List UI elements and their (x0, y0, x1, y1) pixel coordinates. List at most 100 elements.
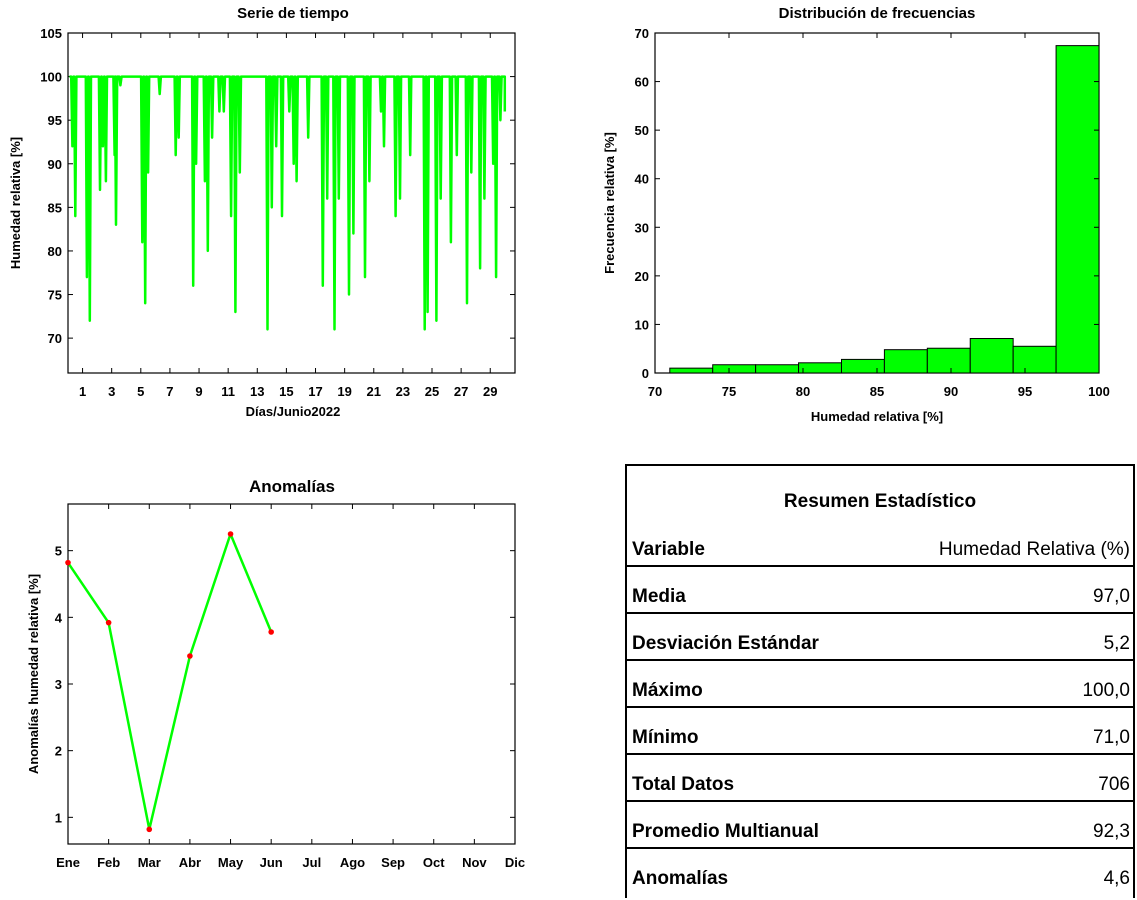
time-series-chart: Serie de tiempo 1 3 5 7 9 11 13 15 17 19 21 23 25 27 2… (8, 5, 516, 419)
time-series-x-tick-label: 15 (279, 384, 293, 399)
anomalies-x-tick-label: Ene (56, 855, 80, 870)
anomaly-point (105, 619, 112, 626)
histogram-bar (798, 362, 842, 374)
histogram-bars (669, 45, 1100, 374)
anomaly-point (65, 559, 71, 566)
anomalies-x-tick-label: Mar (138, 855, 161, 870)
histogram-x-tick-label: 75 (722, 384, 736, 399)
row-label: Mínimo (632, 727, 699, 748)
table-row: Máximo 100,0 (627, 659, 1133, 708)
histogram-bar (1055, 45, 1100, 374)
anomalies-x-tick-label: Nov (462, 855, 487, 870)
anomalies-y-label: Anomalías humedad relativa [%] (26, 574, 41, 774)
anomaly-point (187, 653, 193, 659)
time-series-x-tick-label: 27 (454, 384, 468, 399)
time-series-x-tick-label: 19 (337, 384, 351, 399)
table-row: Media 97,0 (627, 565, 1133, 614)
row-label: Total Datos (632, 774, 735, 795)
row-label: Promedio Multianual (632, 821, 819, 842)
anomalies-x-tick-label: Abr (179, 855, 201, 870)
histogram-bar (669, 367, 714, 374)
anomalies-markers (65, 531, 274, 833)
summary-statistics-table: Resumen Estadístico Variable Humedad Rel… (625, 464, 1135, 898)
histogram-chart: Distribución de frecuencias 70 75 80 85 90 95… (602, 5, 1110, 424)
time-series-line (69, 75, 507, 331)
time-series-x-tick-label: 13 (250, 384, 264, 399)
histogram-y-tick-label: 0 (642, 366, 649, 381)
time-series-y-tick-label: 105 (40, 26, 62, 41)
anomalies-plot-frame (67, 503, 516, 845)
histogram-plot-frame (654, 32, 1100, 374)
anomaly-point (268, 629, 274, 635)
anomalies-x-tick-label: Ago (340, 855, 365, 870)
time-series-x-tick-label: 25 (425, 384, 439, 399)
row-label: Variable (632, 539, 705, 560)
histogram-bar (926, 347, 971, 374)
anomaly-point (146, 826, 153, 833)
time-series-y-tick-label: 95 (48, 113, 62, 128)
time-series-y-tick-label: 100 (40, 70, 62, 85)
time-series-title: Serie de tiempo (237, 5, 349, 22)
row-value: 71,0 (1093, 727, 1130, 748)
time-series-ticks: 1 3 5 7 9 11 13 15 17 19 21 23 25 27 29707580859095100… (40, 26, 515, 399)
histogram-y-tick-label: 50 (635, 123, 649, 138)
histogram-x-tick-label: 70 (648, 384, 662, 399)
time-series-y-tick-label: 70 (48, 331, 62, 346)
histogram-y-tick-label: 70 (635, 26, 649, 41)
time-series-x-tick-label: 29 (483, 384, 497, 399)
anomalies-title: Anomalías (249, 477, 335, 496)
anomalies-x-tick-label: May (218, 855, 244, 870)
histogram-y-label: Frecuencia relativa [%] (602, 132, 617, 274)
anomalies-y-tick-label: 2 (55, 744, 62, 759)
histogram-y-tick-label: 40 (635, 172, 649, 187)
row-label: Máximo (632, 680, 703, 701)
time-series-x-tick-label: 1 (79, 384, 86, 399)
row-label: Anomalías (632, 868, 729, 889)
histogram-bar (883, 349, 928, 374)
histogram-y-tick-label: 10 (635, 317, 649, 332)
time-series-x-tick-label: 5 (137, 384, 144, 399)
table-row: Total Datos 706 (627, 753, 1133, 802)
anomaly-point (227, 531, 234, 537)
time-series-y-tick-label: 85 (48, 200, 62, 215)
time-series-y-tick-label: 80 (48, 244, 62, 259)
time-series-x-tick-label: 11 (221, 384, 235, 399)
summary-table-title: Resumen Estadístico (783, 491, 977, 512)
table-row: Variable Humedad Relativa (%) (627, 520, 1133, 567)
row-value: 706 (1098, 774, 1130, 795)
histogram-x-tick-label: 100 (1088, 384, 1110, 399)
anomalies-ticks: Ene Feb Mar Abr May Jun Jul Ago Sep Oct Nov Dic 1 2 3 4… (55, 504, 525, 870)
time-series-x-tick-label: 9 (195, 384, 202, 399)
time-series-x-tick-label: 7 (166, 384, 173, 399)
histogram-ticks: 70 75 80 85 90 95 100 0 10 20 30 40 50 60 70 (635, 26, 1110, 399)
histogram-bar (1012, 345, 1057, 374)
histogram-x-tick-label: 95 (1018, 384, 1032, 399)
histogram-y-tick-label: 30 (635, 220, 649, 235)
table-row: Desviación Estándar 5,2 (627, 612, 1133, 661)
histogram-title: Distribución de frecuencias (779, 5, 976, 22)
table-row: Anomalías 4,6 (627, 847, 1133, 896)
row-label: Desviación Estándar (632, 633, 819, 654)
row-label: Media (632, 586, 686, 607)
anomalies-line (66, 532, 273, 831)
table-row: Promedio Multianual 92,3 (627, 800, 1133, 849)
time-series-x-tick-label: 3 (108, 384, 115, 399)
histogram-bar (712, 364, 757, 374)
time-series-x-tick-label: 21 (367, 384, 381, 399)
anomalies-chart: Anomalías Ene Feb Mar Abr May Jun Jul Ago Sep Oct… (26, 477, 525, 870)
row-value: Humedad Relativa (%) (938, 539, 1130, 560)
row-value: 92,3 (1093, 821, 1130, 842)
row-value: 5,2 (1103, 633, 1130, 654)
histogram-x-tick-label: 80 (796, 384, 810, 399)
anomalies-x-tick-label: Sep (381, 855, 405, 870)
anomalies-x-tick-label: Feb (97, 855, 120, 870)
histogram-x-tick-label: 85 (870, 384, 884, 399)
time-series-x-label: Días/Junio2022 (246, 404, 341, 419)
anomalies-x-tick-label: Dic (505, 855, 525, 870)
table-row: Mínimo 71,0 (627, 706, 1133, 755)
anomalies-x-tick-label: Oct (423, 855, 445, 870)
histogram-bar (840, 358, 885, 374)
anomalies-y-tick-label: 4 (55, 610, 63, 625)
histogram-y-tick-label: 60 (635, 75, 649, 90)
histogram-bar (755, 364, 800, 374)
